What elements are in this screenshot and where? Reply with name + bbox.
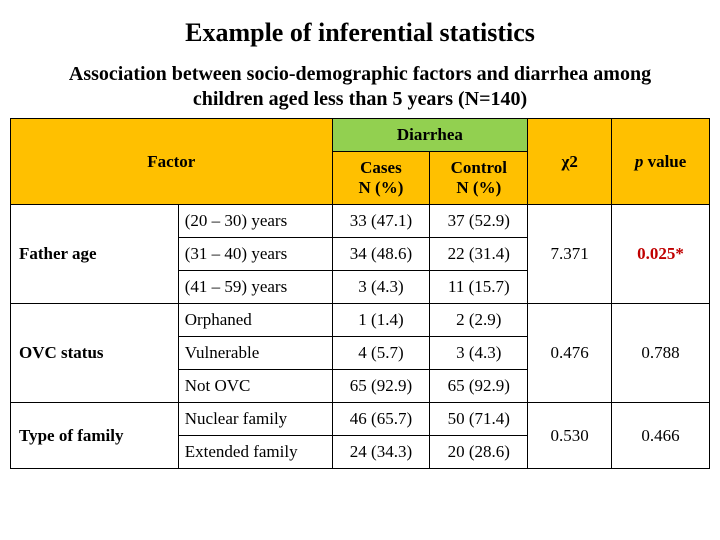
control-label: Control [451, 158, 507, 177]
header-row-1: Factor Diarrhea χ2 p value [11, 119, 710, 152]
cases-cell: 24 (34.3) [332, 436, 430, 469]
level-cell: (31 – 40) years [178, 238, 332, 271]
cases-label: Cases [360, 158, 402, 177]
control-cell: 50 (71.4) [430, 403, 528, 436]
cases-cell: 4 (5.7) [332, 337, 430, 370]
col-cases: CasesN (%) [332, 152, 430, 205]
control-cell: 2 (2.9) [430, 304, 528, 337]
col-chi2: χ2 [528, 119, 612, 205]
control-sub: N (%) [456, 178, 501, 197]
table-caption: Association between socio-demographic fa… [10, 62, 710, 112]
control-cell: 3 (4.3) [430, 337, 528, 370]
cases-cell: 34 (48.6) [332, 238, 430, 271]
cases-sub: N (%) [359, 178, 404, 197]
level-cell: (20 – 30) years [178, 205, 332, 238]
level-cell: Orphaned [178, 304, 332, 337]
page-title: Example of inferential statistics [10, 18, 710, 48]
factor-cell: Type of family [11, 403, 179, 469]
cases-cell: 33 (47.1) [332, 205, 430, 238]
pvalue-cell: 0.466 [612, 403, 710, 469]
control-cell: 11 (15.7) [430, 271, 528, 304]
col-control: ControlN (%) [430, 152, 528, 205]
chi2-cell: 7.371 [528, 205, 612, 304]
col-diarrhea: Diarrhea [332, 119, 528, 152]
cases-cell: 1 (1.4) [332, 304, 430, 337]
table-body: Father age(20 – 30) years33 (47.1)37 (52… [11, 205, 710, 469]
control-cell: 20 (28.6) [430, 436, 528, 469]
table-row: Father age(20 – 30) years33 (47.1)37 (52… [11, 205, 710, 238]
cases-cell: 3 (4.3) [332, 271, 430, 304]
factor-cell: OVC status [11, 304, 179, 403]
chi2-cell: 0.530 [528, 403, 612, 469]
chi2-cell: 0.476 [528, 304, 612, 403]
level-cell: Vulnerable [178, 337, 332, 370]
table-row: OVC statusOrphaned1 (1.4)2 (2.9)0.4760.7… [11, 304, 710, 337]
cases-cell: 46 (65.7) [332, 403, 430, 436]
control-cell: 22 (31.4) [430, 238, 528, 271]
stats-table: Factor Diarrhea χ2 p value CasesN (%) Co… [10, 118, 710, 469]
pvalue-cell: 0.025* [612, 205, 710, 304]
table-row: Type of familyNuclear family46 (65.7)50 … [11, 403, 710, 436]
col-factor: Factor [11, 119, 333, 205]
control-cell: 65 (92.9) [430, 370, 528, 403]
p-suffix: value [643, 152, 686, 171]
level-cell: Not OVC [178, 370, 332, 403]
table-head: Factor Diarrhea χ2 p value CasesN (%) Co… [11, 119, 710, 205]
factor-cell: Father age [11, 205, 179, 304]
control-cell: 37 (52.9) [430, 205, 528, 238]
level-cell: (41 – 59) years [178, 271, 332, 304]
pvalue-cell: 0.788 [612, 304, 710, 403]
col-pvalue: p value [612, 119, 710, 205]
level-cell: Extended family [178, 436, 332, 469]
level-cell: Nuclear family [178, 403, 332, 436]
cases-cell: 65 (92.9) [332, 370, 430, 403]
